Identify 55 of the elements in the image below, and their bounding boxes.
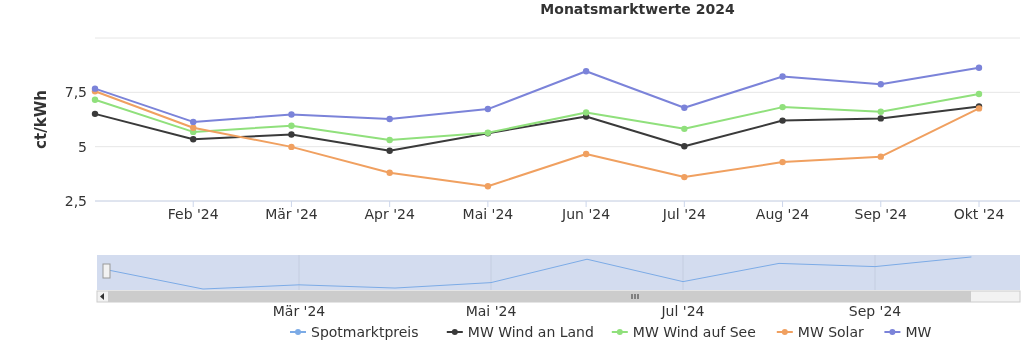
point xyxy=(779,103,786,111)
point xyxy=(484,183,492,190)
point xyxy=(386,136,393,144)
chart-title: Monatsmarktwerte 2024 xyxy=(540,1,735,17)
point xyxy=(779,117,786,124)
point xyxy=(288,143,295,151)
point xyxy=(877,153,884,160)
point xyxy=(582,68,590,75)
legend-label: MW Wind auf See xyxy=(632,324,756,340)
x-tick-label: Feb '24 xyxy=(167,206,219,222)
point xyxy=(582,109,590,116)
x-tick-label: Apr '24 xyxy=(364,206,415,222)
legend-label: MW Solar xyxy=(797,324,865,340)
point xyxy=(91,110,99,118)
point xyxy=(681,173,688,181)
x-tick-label: Sep '24 xyxy=(848,303,902,319)
point xyxy=(91,96,99,103)
point xyxy=(877,115,884,122)
point xyxy=(975,90,983,98)
point xyxy=(386,147,393,154)
point xyxy=(681,104,688,111)
y-tick-label: 2,5 xyxy=(64,193,87,209)
y-tick-label: 5 xyxy=(78,138,87,155)
x-tick-label: Okt '24 xyxy=(953,206,1005,222)
point xyxy=(484,105,492,113)
point xyxy=(288,122,295,129)
point xyxy=(877,81,884,88)
x-tick-label: Mär '24 xyxy=(272,303,326,319)
y-axis-title: ct/kWh xyxy=(32,90,50,149)
point xyxy=(877,108,884,115)
legend-label: Spotmarktpreis xyxy=(311,324,419,340)
x-tick-label: Sep '24 xyxy=(854,206,908,222)
point xyxy=(975,64,983,71)
point xyxy=(681,143,688,150)
y-tick-label: 7,5 xyxy=(64,84,87,101)
x-tick-label: Jul '24 xyxy=(661,206,706,222)
point xyxy=(288,131,295,138)
point xyxy=(288,111,295,118)
point xyxy=(190,136,197,143)
point xyxy=(190,124,197,131)
x-tick-label: Mär '24 xyxy=(265,206,318,222)
x-tick-label: Mai '24 xyxy=(462,206,514,222)
point xyxy=(582,150,590,158)
point xyxy=(779,73,786,80)
x-tick-label: Jun '24 xyxy=(561,206,611,222)
point xyxy=(190,118,197,126)
point xyxy=(779,158,786,166)
x-tick-label: Jul '24 xyxy=(660,303,705,319)
legend-label: MW xyxy=(905,324,932,340)
x-tick-label: Mai '24 xyxy=(465,303,517,319)
point xyxy=(681,125,688,133)
legend-label: MW Wind an Land xyxy=(467,324,594,340)
x-tick-label: Aug '24 xyxy=(755,206,810,222)
point xyxy=(386,169,393,176)
point xyxy=(386,115,393,123)
